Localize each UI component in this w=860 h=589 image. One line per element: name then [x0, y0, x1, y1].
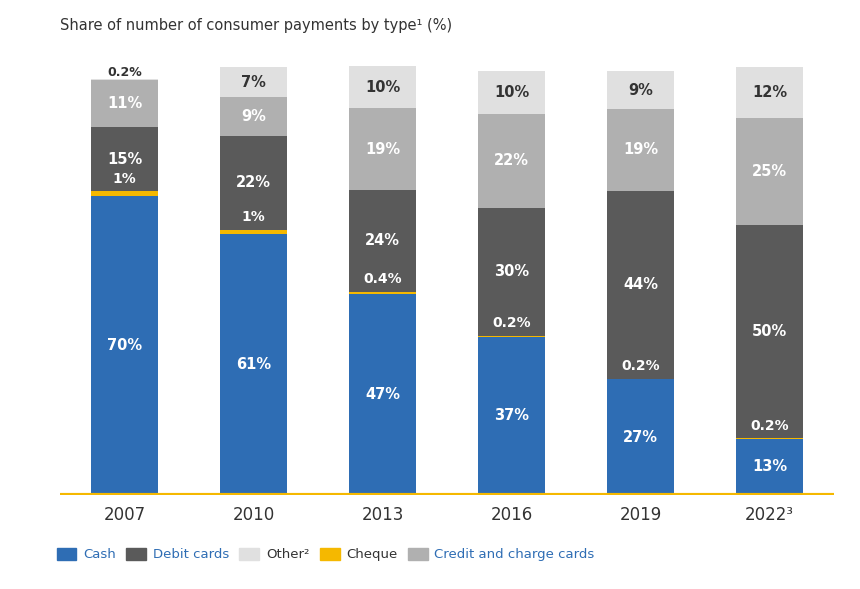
Text: 44%: 44% — [624, 277, 658, 292]
Bar — [607, 190, 674, 379]
Bar — [736, 118, 803, 224]
Bar — [478, 336, 545, 337]
Text: 19%: 19% — [366, 141, 400, 157]
Bar — [607, 71, 674, 110]
Text: 11%: 11% — [108, 96, 142, 111]
Text: 0.2%: 0.2% — [493, 316, 531, 330]
Text: 9%: 9% — [629, 82, 653, 98]
Text: 61%: 61% — [237, 357, 271, 372]
Text: 1%: 1% — [242, 210, 266, 224]
Bar — [478, 337, 545, 495]
Bar — [91, 191, 158, 196]
Text: 47%: 47% — [366, 387, 400, 402]
Legend: Cash, Debit cards, Other², Cheque, Credit and charge cards: Cash, Debit cards, Other², Cheque, Credi… — [52, 542, 600, 567]
Text: 1%: 1% — [113, 171, 137, 186]
Bar — [478, 114, 545, 207]
Bar — [220, 136, 287, 230]
Text: 22%: 22% — [237, 176, 271, 190]
Text: 0.4%: 0.4% — [364, 272, 402, 286]
Text: 30%: 30% — [494, 264, 529, 279]
Bar — [607, 110, 674, 190]
Text: 19%: 19% — [624, 143, 658, 157]
Text: 10%: 10% — [494, 85, 529, 100]
Text: 70%: 70% — [108, 337, 142, 353]
Bar — [220, 97, 287, 136]
Bar — [91, 80, 158, 127]
Bar — [478, 207, 545, 336]
Bar — [220, 234, 287, 495]
Text: 13%: 13% — [752, 459, 787, 475]
Text: 27%: 27% — [624, 429, 658, 445]
Text: 9%: 9% — [242, 109, 266, 124]
Bar — [349, 294, 416, 495]
Text: 7%: 7% — [242, 75, 266, 90]
Text: 10%: 10% — [366, 80, 400, 95]
Text: 0.2%: 0.2% — [622, 359, 660, 373]
Bar — [478, 71, 545, 114]
Text: 37%: 37% — [494, 408, 529, 423]
Text: 0.2%: 0.2% — [108, 66, 142, 79]
Text: 24%: 24% — [366, 233, 400, 249]
Bar — [736, 67, 803, 118]
Text: 0.2%: 0.2% — [751, 419, 789, 432]
Text: 25%: 25% — [752, 164, 787, 179]
Text: 15%: 15% — [108, 152, 142, 167]
Bar — [607, 379, 674, 495]
Text: 50%: 50% — [752, 324, 787, 339]
Text: 12%: 12% — [752, 85, 787, 100]
Bar — [736, 224, 803, 438]
Bar — [220, 230, 287, 234]
Bar — [91, 127, 158, 191]
Bar — [349, 292, 416, 294]
Bar — [91, 196, 158, 495]
Text: 22%: 22% — [494, 153, 529, 168]
Bar — [349, 108, 416, 190]
Bar — [736, 438, 803, 439]
Text: Share of number of consumer payments by type¹ (%): Share of number of consumer payments by … — [60, 18, 452, 32]
Bar — [349, 190, 416, 292]
Bar — [736, 439, 803, 495]
Bar — [220, 68, 287, 97]
Bar — [349, 66, 416, 108]
